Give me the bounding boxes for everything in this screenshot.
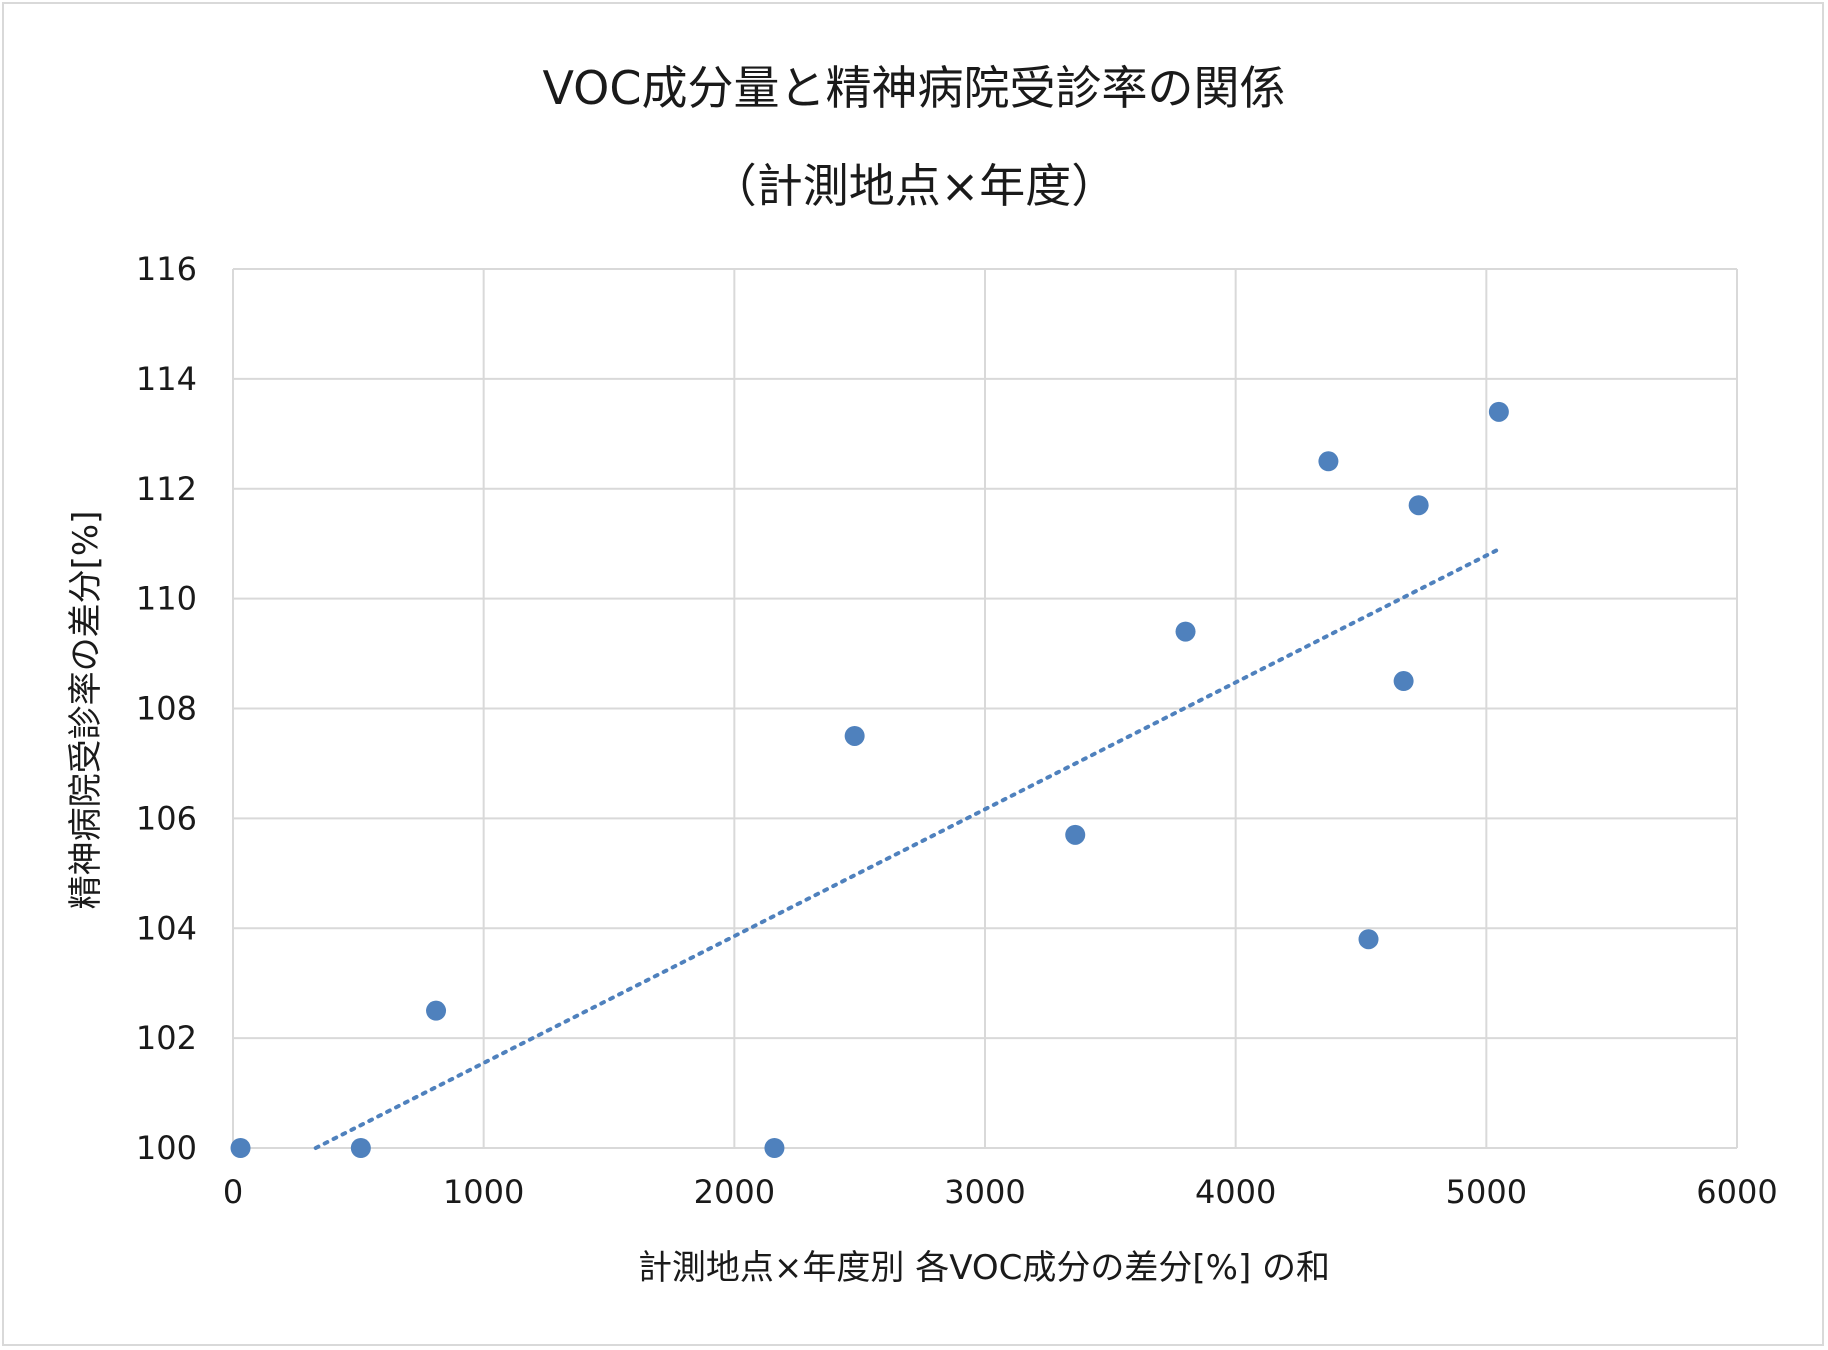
trendline bbox=[313, 547, 1501, 1150]
y-tick-label: 110 bbox=[136, 580, 197, 618]
x-tick-label: 4000 bbox=[1195, 1173, 1276, 1211]
data-point bbox=[1175, 621, 1196, 642]
y-axis-ticks: 100 102 104 106 108 110 112 114 116 bbox=[136, 250, 197, 1167]
y-tick-label: 100 bbox=[136, 1129, 197, 1167]
x-tick-label: 2000 bbox=[694, 1173, 775, 1211]
y-axis-label: 精神病院受診率の差分[%] bbox=[66, 511, 106, 910]
data-point bbox=[426, 1000, 447, 1021]
y-tick-label: 102 bbox=[136, 1019, 197, 1057]
chart-title: VOC成分量と精神病院受診率の関係 bbox=[542, 61, 1286, 115]
data-point bbox=[1408, 495, 1429, 516]
data-point bbox=[1318, 451, 1339, 472]
trendline-line bbox=[313, 547, 1501, 1150]
y-tick-label: 112 bbox=[136, 470, 197, 508]
y-tick-label: 114 bbox=[136, 360, 197, 398]
y-tick-label: 106 bbox=[136, 799, 197, 837]
x-axis-label: 計測地点×年度別 各VOC成分の差分[%] の和 bbox=[638, 1248, 1330, 1288]
data-point bbox=[844, 725, 865, 746]
data-point bbox=[1488, 401, 1509, 422]
x-tick-label: 3000 bbox=[944, 1173, 1025, 1211]
x-tick-label: 0 bbox=[223, 1173, 243, 1211]
chart-subtitle: （計測地点×年度） bbox=[710, 159, 1118, 213]
data-point bbox=[350, 1138, 371, 1158]
y-tick-label: 104 bbox=[136, 909, 197, 947]
data-point bbox=[1065, 824, 1086, 845]
x-tick-label: 5000 bbox=[1446, 1173, 1527, 1211]
y-tick-label: 116 bbox=[136, 250, 197, 288]
x-axis-ticks: 0 1000 2000 3000 4000 5000 6000 bbox=[223, 1173, 1778, 1211]
x-tick-label: 6000 bbox=[1696, 1173, 1777, 1211]
y-tick-label: 108 bbox=[136, 690, 197, 728]
data-points bbox=[230, 401, 1509, 1158]
data-point bbox=[1358, 929, 1379, 950]
data-point bbox=[764, 1138, 785, 1158]
data-point bbox=[1393, 671, 1414, 692]
data-point bbox=[230, 1138, 251, 1158]
x-tick-label: 1000 bbox=[443, 1173, 524, 1211]
grid-lines bbox=[232, 268, 1738, 1149]
